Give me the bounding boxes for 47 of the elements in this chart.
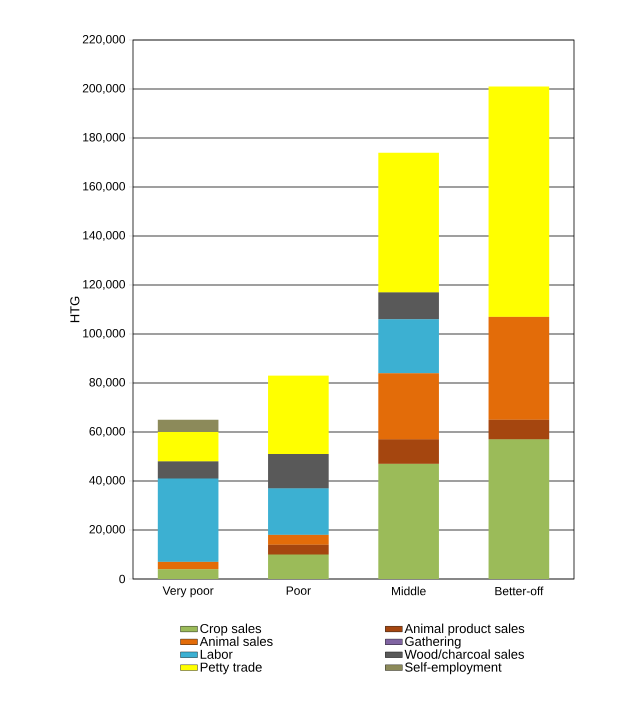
- legend-label: Animal product sales: [404, 624, 524, 636]
- bar: [268, 554, 329, 579]
- bar: [158, 562, 218, 570]
- bar: [488, 439, 550, 579]
- y-tick-label: 0: [119, 574, 126, 584]
- bar: [268, 454, 329, 488]
- legend-label: Labor: [200, 649, 233, 659]
- legend-label: Self-employment: [405, 662, 502, 674]
- y-tick-label: 140,000: [83, 231, 126, 241]
- y-tick-label: 60,000: [90, 427, 126, 437]
- y-tick-label: 180,000: [83, 133, 126, 143]
- x-tick-label: Poor: [286, 586, 311, 595]
- y-tick-label: 200,000: [82, 84, 126, 94]
- bar: [488, 420, 550, 440]
- bar: [158, 569, 218, 579]
- bar: [378, 439, 439, 464]
- bar: [378, 152, 439, 292]
- y-tick-label: 160,000: [83, 182, 126, 192]
- x-tick-label: Better-off: [495, 586, 544, 596]
- bar: [158, 420, 218, 432]
- bar: [268, 376, 329, 454]
- y-tick-label: 220,000: [82, 35, 126, 45]
- bar: [268, 534, 329, 545]
- y-tick-label: 120,000: [83, 280, 126, 290]
- x-tick-label: Very poor: [162, 586, 214, 598]
- y-tick-label: 20,000: [90, 525, 126, 535]
- bar: [378, 464, 439, 579]
- bar: [378, 319, 439, 374]
- bar: [158, 478, 218, 562]
- bar: [268, 544, 329, 554]
- bar: [378, 292, 439, 320]
- y-tick-label: 80,000: [89, 378, 126, 388]
- legend-label: Wood/charcoal sales: [404, 649, 524, 659]
- y-tick-label: 40,000: [89, 476, 126, 486]
- y-tick-label: 100,000: [83, 329, 126, 339]
- legend-label: Crop sales: [200, 624, 262, 636]
- bar: [158, 432, 218, 462]
- x-tick-label: Middle: [392, 586, 426, 596]
- bar: [378, 373, 439, 440]
- y-axis-title: HTG: [70, 296, 80, 322]
- bar: [268, 488, 329, 535]
- legend-label: Gathering: [405, 636, 461, 649]
- legend-label: Petty trade: [200, 662, 262, 674]
- bar: [158, 461, 218, 479]
- bar: [488, 316, 550, 420]
- bar: [488, 86, 550, 317]
- legend-label: Animal sales: [200, 636, 273, 646]
